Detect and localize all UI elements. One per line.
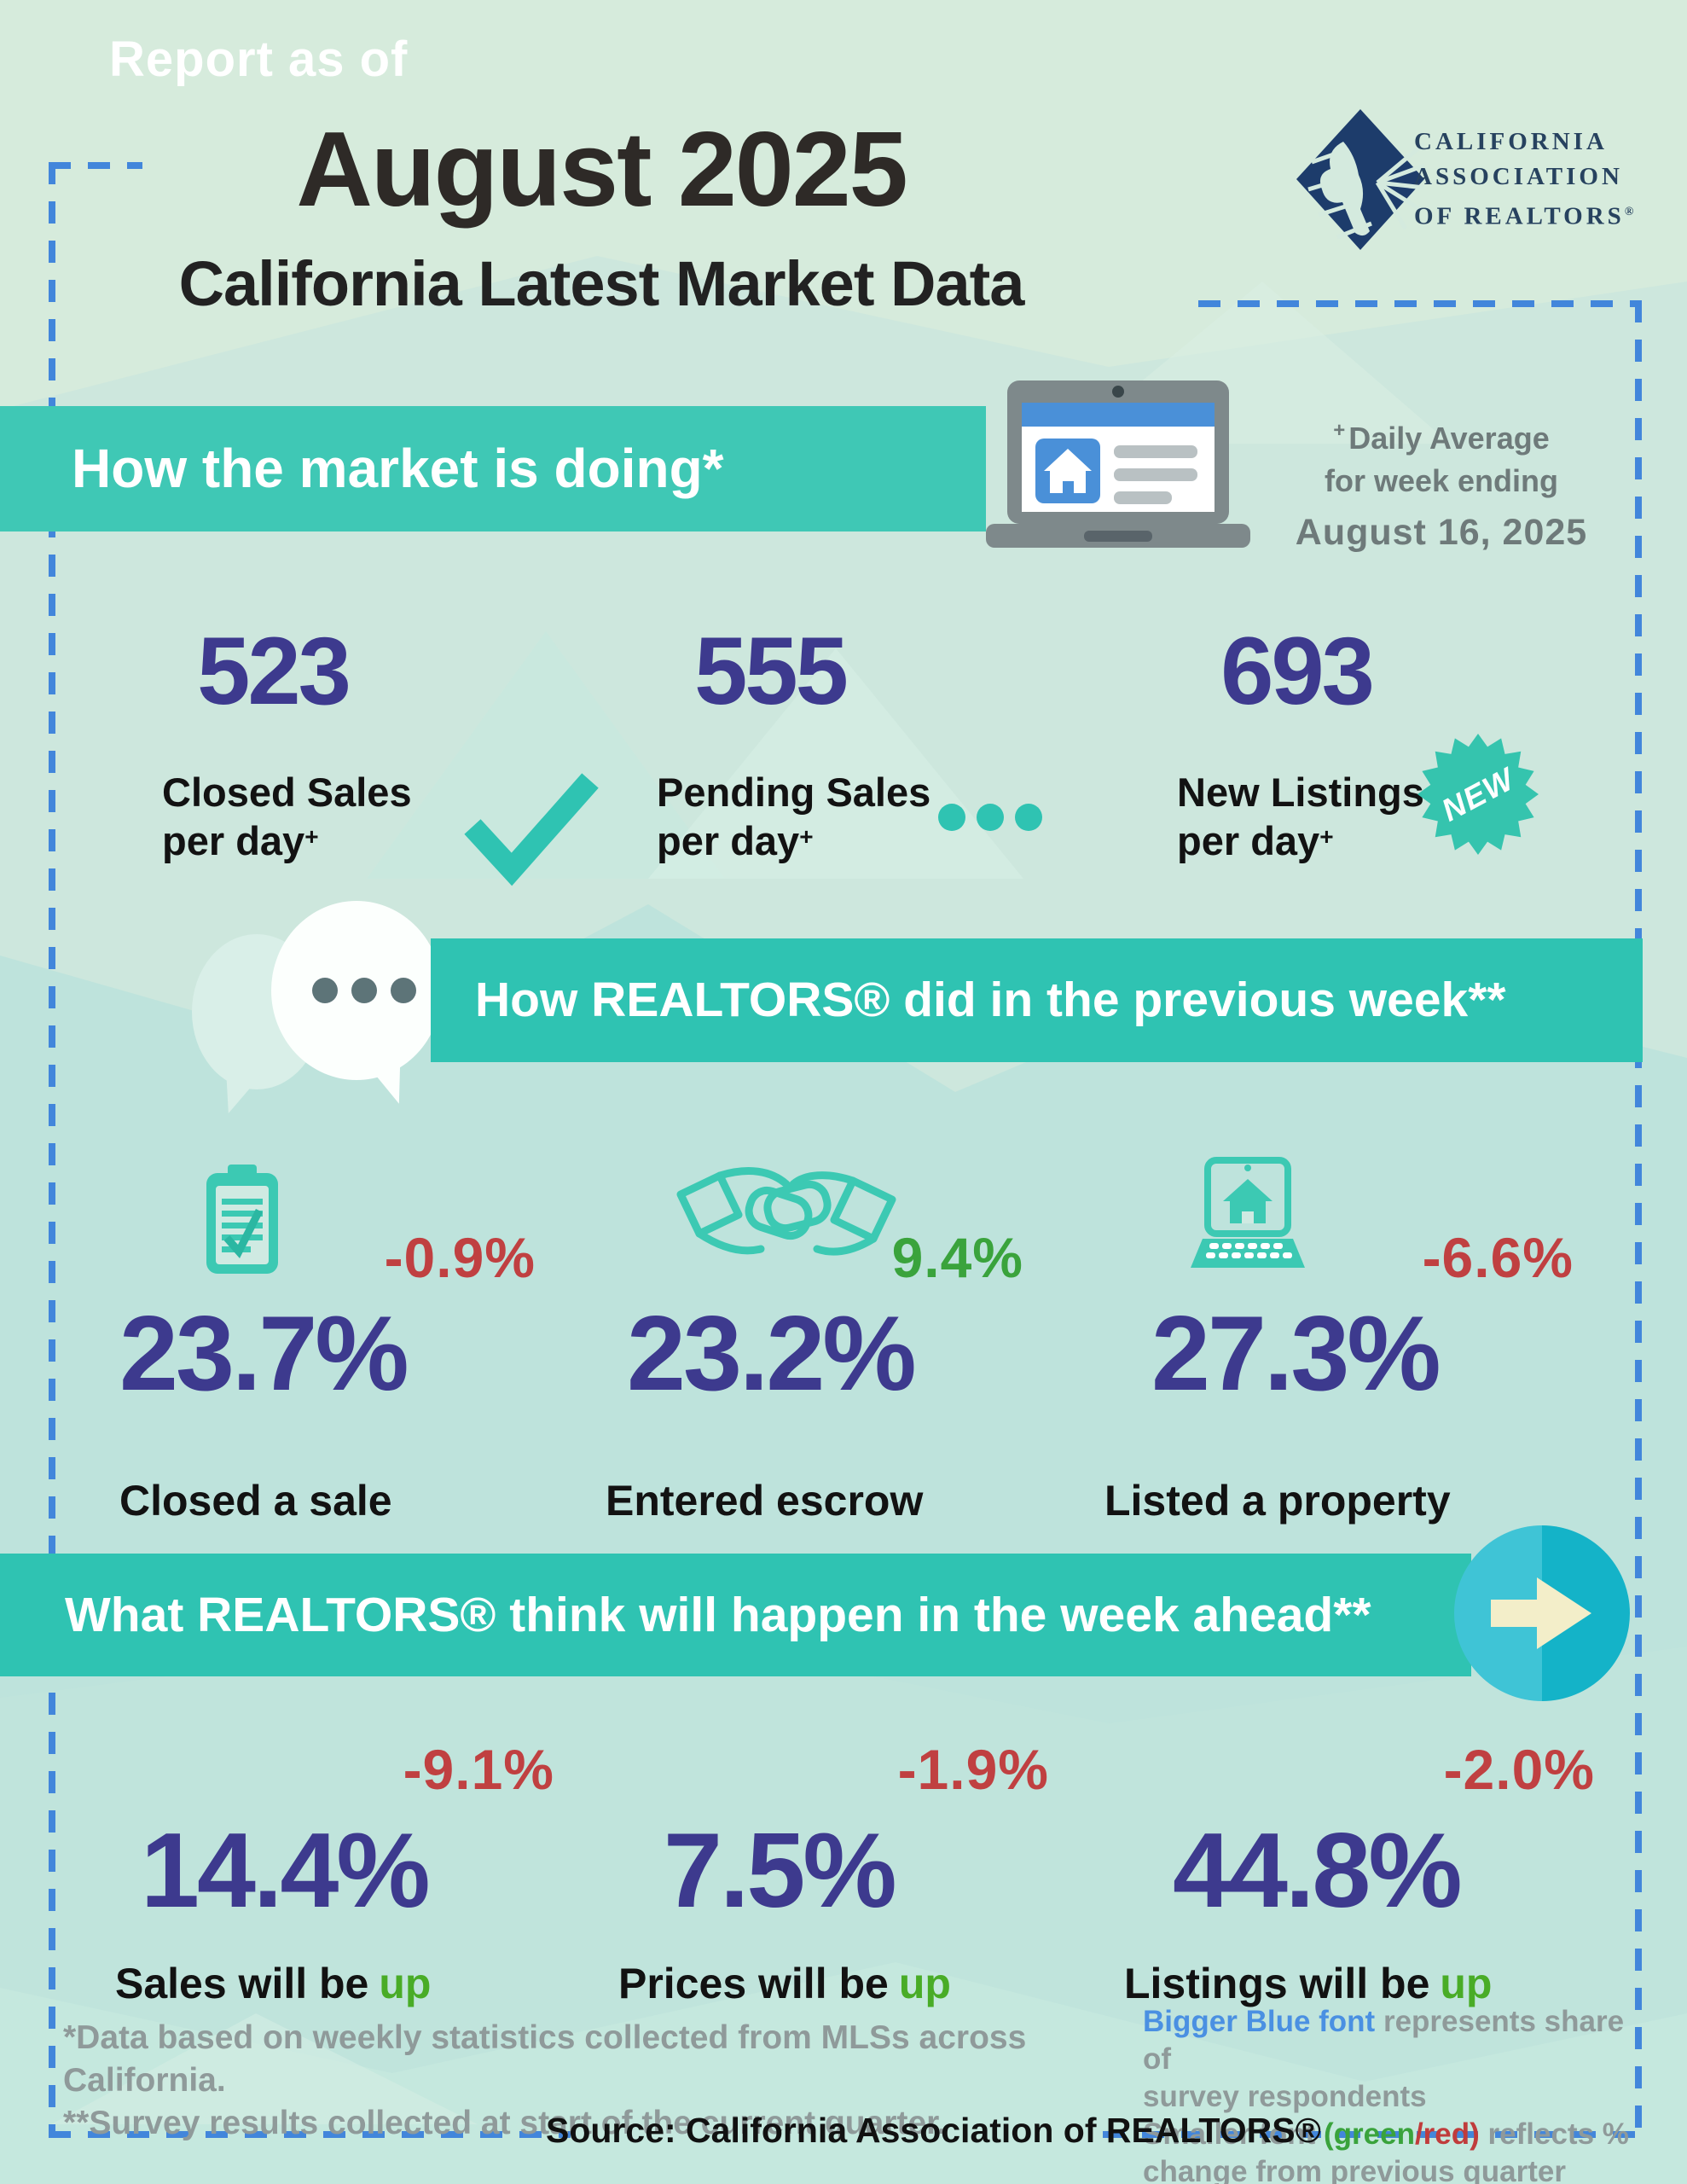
- listed-property-value: 27.3%: [1151, 1295, 1441, 1413]
- entered-escrow-change: 9.4%: [891, 1226, 1023, 1289]
- new-badge-icon: NEW: [1417, 734, 1539, 855]
- prices-up-change: -1.9%: [897, 1738, 1049, 1801]
- source-attribution: Source: California Association of REALTO…: [546, 2111, 1321, 2150]
- new-listings-label: New Listings per day+: [1177, 770, 1424, 864]
- prices-up-value: 7.5%: [664, 1812, 897, 1930]
- entered-escrow-value: 23.2%: [627, 1295, 917, 1413]
- daily-average-line2: for week ending: [1324, 463, 1559, 498]
- frame-topleft-dashed-line: [49, 162, 142, 169]
- section3-banner: What REALTORS® think will happen in the …: [0, 1554, 1471, 1676]
- closed-sale-label: Closed a sale: [119, 1477, 392, 1525]
- sales-up-label: Sales will be up: [115, 1960, 432, 2007]
- sales-up-change: -9.1%: [403, 1738, 554, 1801]
- legend: Bigger Blue font represents share of sur…: [1143, 2003, 1655, 2184]
- plus-superscript: +: [1333, 419, 1346, 442]
- arrow-circle: [1454, 1525, 1630, 1701]
- new-listings-value: 693: [1220, 618, 1375, 724]
- frame-left-dashed-line: [49, 162, 55, 2135]
- page-title-month: August 2025: [296, 111, 907, 229]
- week-ending-date: August 16, 2025: [1295, 512, 1588, 553]
- footnote-line2: **Survey results collected at start of t…: [63, 2105, 948, 2141]
- laptop-browser-icon: [986, 380, 1250, 548]
- report-as-of-label: Report as of: [109, 32, 409, 87]
- legend-line4: change from previous quarter: [1143, 2155, 1566, 2184]
- frame-bottomright-dashed-line: [1103, 2131, 1638, 2138]
- car-logo-line1: CALIFORNIA: [1414, 128, 1608, 155]
- ellipsis-dots-icon: [938, 804, 1053, 835]
- frame-topright-dashed-line: [1198, 300, 1642, 307]
- car-logo-diamond-icon: [1296, 109, 1424, 250]
- car-logo-text: CALIFORNIA ASSOCIATION OF REALTORS®: [1414, 125, 1637, 235]
- page-subtitle: California Latest Market Data: [178, 248, 1025, 319]
- closed-sale-change: -0.9%: [384, 1226, 536, 1289]
- car-logo: CALIFORNIA ASSOCIATION OF REALTORS®: [1296, 92, 1655, 263]
- pending-sales-value: 555: [694, 618, 849, 724]
- footnotes: *Data based on weekly statistics collect…: [63, 2017, 1087, 2145]
- speech-bubble-dots-icon: [312, 978, 430, 1008]
- car-logo-line3: OF REALTORS®: [1414, 202, 1638, 230]
- listings-up-change: -2.0%: [1443, 1738, 1595, 1801]
- legend-line2: survey respondents: [1143, 2080, 1427, 2113]
- daily-average-line1: + Daily Average: [1333, 419, 1550, 456]
- closed-sales-label: Closed Sales per day+: [162, 770, 412, 864]
- legend-line1: Bigger Blue font represents share of: [1143, 2005, 1625, 2076]
- entered-escrow-label: Entered escrow: [606, 1477, 924, 1525]
- prices-up-label: Prices will be up: [618, 1960, 951, 2007]
- sales-up-value: 14.4%: [141, 1812, 431, 1930]
- handshake-icon: [676, 1167, 896, 1256]
- section2-banner: How REALTORS® did in the previous week**: [431, 938, 1643, 1062]
- footnote-line1: *Data based on weekly statistics collect…: [63, 2019, 1027, 2099]
- frame-bottomleft-dashed-line: [49, 2131, 571, 2138]
- car-logo-line2: ASSOCIATION: [1414, 163, 1623, 190]
- laptop-house-icon: [1191, 1157, 1305, 1268]
- listings-up-value: 44.8%: [1173, 1812, 1463, 1930]
- frame-right-dashed-line: [1635, 300, 1642, 2135]
- listed-property-change: -6.6%: [1422, 1226, 1574, 1289]
- daily-average-note: + Daily Average for week ending August 16…: [1254, 410, 1629, 554]
- section1-banner: How the market is doing*: [0, 406, 986, 531]
- checkmark-icon: [464, 773, 599, 886]
- pending-sales-label: Pending Sales per day+: [657, 770, 931, 864]
- registered-mark: ®: [1624, 206, 1638, 218]
- closed-sale-value: 23.7%: [119, 1295, 409, 1413]
- closed-sales-value: 523: [197, 618, 351, 724]
- right-arrow-icon: [1490, 1577, 1591, 1649]
- legend-line3: Smaller font (green/red) reflects %: [1143, 2117, 1629, 2151]
- clipboard-check-icon: [206, 1165, 278, 1274]
- listed-property-label: Listed a property: [1104, 1477, 1451, 1525]
- listings-up-label: Listings will be up: [1124, 1960, 1493, 2007]
